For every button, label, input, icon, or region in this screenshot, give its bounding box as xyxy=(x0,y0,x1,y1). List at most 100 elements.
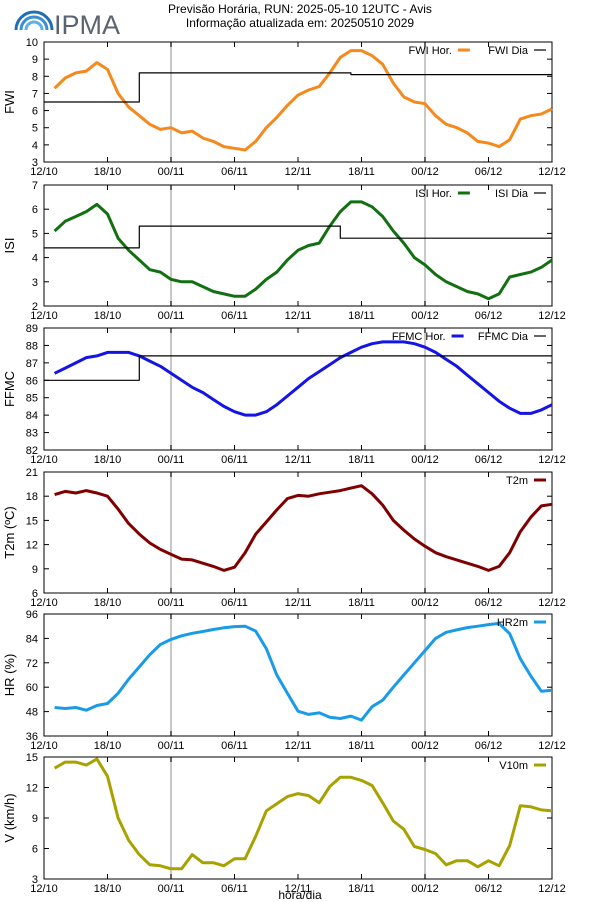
series-line-fwi-hor- xyxy=(53,49,553,152)
series-line-ffmc-dia xyxy=(44,355,552,381)
x-tick-label: 12/11 xyxy=(285,883,312,895)
series-line-isi-hor- xyxy=(53,200,553,301)
y-tick-label: 15 xyxy=(26,515,38,527)
x-tick-label: 12/10 xyxy=(30,597,58,609)
plot-frame xyxy=(43,756,553,880)
legend-label: T2m xyxy=(506,475,528,487)
x-tick-label: 12/12 xyxy=(538,597,566,609)
series-line-t2m xyxy=(54,484,553,572)
y-tick-label: 6 xyxy=(32,588,38,600)
legend-label: FFMC Dia xyxy=(478,331,529,343)
x-tick-label: 18/11 xyxy=(348,597,375,609)
y-tick-label: 10 xyxy=(26,37,38,49)
x-tick-label: 12/11 xyxy=(285,166,312,178)
x-tick-label: 18/10 xyxy=(94,454,122,466)
x-tick-label: 00/11 xyxy=(158,740,185,752)
legend-label: V10m xyxy=(499,760,528,772)
x-tick-label: 00/12 xyxy=(411,310,439,322)
y-tick-label: 3 xyxy=(32,157,38,169)
legend-label: ISI Hor. xyxy=(415,188,452,200)
x-tick-label: 18/10 xyxy=(94,597,122,609)
x-tick-label: 12/10 xyxy=(30,883,58,895)
x-tick-label: 06/11 xyxy=(221,740,248,752)
page-title: Previsão Horária, RUN: 2025-05-10 12UTC … xyxy=(168,2,432,16)
x-tick-label: 12/12 xyxy=(538,740,566,752)
y-tick-label: 5 xyxy=(32,123,38,135)
x-tick-label: 12/10 xyxy=(30,454,58,466)
plot-frame xyxy=(43,613,553,737)
y-tick-label: 7 xyxy=(32,88,38,100)
y-tick-label: 72 xyxy=(26,658,38,670)
y-tick-label: 84 xyxy=(26,410,38,422)
x-tick-label: 00/12 xyxy=(411,454,439,466)
y-axis-label: FFMC xyxy=(2,371,17,407)
title-block: Previsão Horária, RUN: 2025-05-10 12UTC … xyxy=(130,2,470,30)
x-tick-label: 18/11 xyxy=(348,454,375,466)
legend-label: HR2m xyxy=(497,617,528,629)
series-line-fwi-dia xyxy=(44,72,552,103)
x-tick-label: 00/11 xyxy=(158,166,185,178)
plot-frame xyxy=(43,471,553,594)
x-tick-label: 06/11 xyxy=(221,454,248,466)
y-tick-label: 18 xyxy=(26,491,38,503)
y-axis-label: FWI xyxy=(2,90,17,114)
y-axis-label: HR (%) xyxy=(2,654,17,697)
logo-text: IPMA xyxy=(54,10,120,40)
x-tick-label: 00/11 xyxy=(158,454,185,466)
y-tick-label: 9 xyxy=(32,813,38,825)
x-tick-label: 12/10 xyxy=(30,740,58,752)
y-tick-label: 12 xyxy=(26,540,38,552)
legend-label: FWI Dia xyxy=(488,45,529,57)
x-tick-label: 06/11 xyxy=(221,597,248,609)
x-tick-label: 06/12 xyxy=(475,310,503,322)
y-tick-label: 6 xyxy=(32,204,38,216)
y-tick-label: 88 xyxy=(26,340,38,352)
x-tick-label: 12/10 xyxy=(30,310,58,322)
x-tick-label: 00/12 xyxy=(411,883,439,895)
y-tick-label: 8 xyxy=(32,71,38,83)
x-tick-label: 18/10 xyxy=(94,883,122,895)
y-tick-label: 4 xyxy=(32,140,38,152)
x-tick-label: 12/11 xyxy=(285,597,312,609)
x-tick-label: 06/12 xyxy=(475,454,503,466)
y-tick-label: 89 xyxy=(26,323,38,335)
page-subtitle: Informação atualizada em: 20250510 2029 xyxy=(185,16,415,30)
x-tick-label: 00/11 xyxy=(158,883,185,895)
y-axis-label: V (km/h) xyxy=(2,793,17,842)
y-tick-label: 86 xyxy=(26,375,38,387)
y-tick-label: 85 xyxy=(26,393,38,405)
y-tick-label: 83 xyxy=(26,428,38,440)
x-tick-label: 06/12 xyxy=(475,166,503,178)
y-tick-label: 6 xyxy=(32,106,38,118)
x-tick-label: 00/12 xyxy=(411,597,439,609)
x-tick-label: 18/10 xyxy=(94,740,122,752)
y-tick-label: 60 xyxy=(26,682,38,694)
y-tick-label: 9 xyxy=(32,564,38,576)
y-tick-label: 21 xyxy=(26,467,38,479)
x-tick-label: 12/11 xyxy=(285,310,312,322)
x-tick-label: 18/11 xyxy=(348,166,375,178)
x-tick-label: 06/11 xyxy=(221,883,248,895)
y-tick-label: 84 xyxy=(26,633,38,645)
y-tick-label: 9 xyxy=(32,54,38,66)
legend-label: FFMC Hor. xyxy=(392,331,446,343)
series-line-v10m xyxy=(53,757,553,871)
x-tick-label: 12/12 xyxy=(538,883,566,895)
header: IPMA Previsão Horária, RUN: 2025-05-10 1… xyxy=(0,0,600,40)
x-tick-label: 00/12 xyxy=(411,166,439,178)
y-tick-label: 87 xyxy=(26,358,38,370)
x-tick-label: 12/11 xyxy=(285,454,312,466)
y-tick-label: 3 xyxy=(32,874,38,886)
legend-label: ISI Dia xyxy=(495,188,529,200)
series-line-hr2m xyxy=(54,621,553,722)
y-tick-label: 36 xyxy=(26,731,38,743)
x-tick-label: 12/10 xyxy=(30,166,58,178)
x-axis-label: hora/dia xyxy=(278,888,322,902)
y-tick-label: 4 xyxy=(32,253,38,265)
x-tick-label: 12/11 xyxy=(285,740,312,752)
x-tick-label: 12/12 xyxy=(538,166,566,178)
logo-arcs-icon xyxy=(14,10,54,31)
y-tick-label: 3 xyxy=(32,277,38,289)
x-tick-label: 18/10 xyxy=(94,310,122,322)
x-tick-label: 06/11 xyxy=(221,166,248,178)
